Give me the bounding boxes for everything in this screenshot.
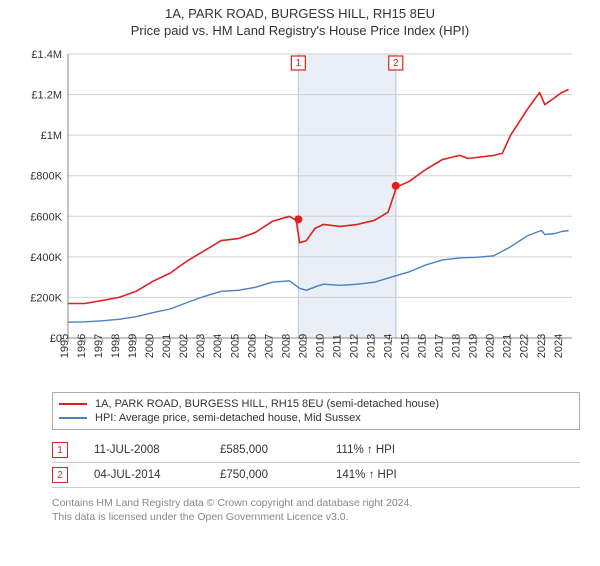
svg-text:1997: 1997 <box>93 334 105 358</box>
svg-text:2007: 2007 <box>263 334 275 358</box>
svg-text:2002: 2002 <box>178 334 190 358</box>
legend-swatch <box>59 403 87 405</box>
legend-item: 1A, PARK ROAD, BURGESS HILL, RH15 8EU (s… <box>59 397 573 411</box>
svg-text:2016: 2016 <box>417 334 429 358</box>
svg-text:2023: 2023 <box>536 334 548 358</box>
svg-text:£600K: £600K <box>30 211 62 223</box>
svg-text:2008: 2008 <box>280 334 292 358</box>
svg-text:2004: 2004 <box>212 334 224 358</box>
marker-badge: 2 <box>52 467 68 483</box>
svg-text:1998: 1998 <box>110 334 122 358</box>
svg-text:1999: 1999 <box>127 334 139 358</box>
svg-text:2019: 2019 <box>468 334 480 358</box>
svg-text:2020: 2020 <box>485 334 497 358</box>
svg-text:2018: 2018 <box>451 334 463 358</box>
svg-text:2000: 2000 <box>144 334 156 358</box>
svg-text:2021: 2021 <box>502 334 514 358</box>
legend: 1A, PARK ROAD, BURGESS HILL, RH15 8EU (s… <box>52 392 580 430</box>
svg-text:£1M: £1M <box>41 130 62 142</box>
legend-label: 1A, PARK ROAD, BURGESS HILL, RH15 8EU (s… <box>95 398 439 410</box>
marker-badge: 1 <box>52 442 68 458</box>
chart-svg: £0£200K£400K£600K£800K£1M£1.2M£1.4M19951… <box>20 46 580 386</box>
table-row: 1 11-JUL-2008 £585,000 111% ↑ HPI <box>52 438 580 463</box>
footer-line: This data is licensed under the Open Gov… <box>52 510 580 524</box>
price-chart: £0£200K£400K£600K£800K£1M£1.2M£1.4M19951… <box>20 46 580 386</box>
svg-text:2012: 2012 <box>348 334 360 358</box>
legend-label: HPI: Average price, semi-detached house,… <box>95 412 361 424</box>
sale-date: 11-JUL-2008 <box>94 444 194 456</box>
svg-text:£1.2M: £1.2M <box>31 90 62 102</box>
footer-attribution: Contains HM Land Registry data © Crown c… <box>52 496 580 524</box>
legend-item: HPI: Average price, semi-detached house,… <box>59 411 573 425</box>
sale-hpi: 141% ↑ HPI <box>336 469 456 481</box>
svg-text:2024: 2024 <box>553 334 565 358</box>
svg-text:1995: 1995 <box>59 334 71 358</box>
svg-text:1996: 1996 <box>76 334 88 358</box>
sale-date: 04-JUL-2014 <box>94 469 194 481</box>
svg-text:2015: 2015 <box>400 334 412 358</box>
svg-text:£1.4M: £1.4M <box>31 49 62 61</box>
svg-text:2013: 2013 <box>365 334 377 358</box>
svg-text:2005: 2005 <box>229 334 241 358</box>
svg-text:2001: 2001 <box>161 334 173 358</box>
sale-hpi: 111% ↑ HPI <box>336 444 456 456</box>
svg-text:2003: 2003 <box>195 334 207 358</box>
footer-line: Contains HM Land Registry data © Crown c… <box>52 496 580 510</box>
legend-swatch <box>59 417 87 419</box>
svg-text:1: 1 <box>296 58 302 69</box>
table-row: 2 04-JUL-2014 £750,000 141% ↑ HPI <box>52 463 580 488</box>
svg-text:2017: 2017 <box>434 334 446 358</box>
svg-text:2014: 2014 <box>383 334 395 358</box>
svg-text:2006: 2006 <box>246 334 258 358</box>
sales-table: 1 11-JUL-2008 £585,000 111% ↑ HPI 2 04-JUL-20… <box>52 438 580 488</box>
sale-price: £585,000 <box>220 444 310 456</box>
sale-price: £750,000 <box>220 469 310 481</box>
page-subtitle: Price paid vs. HM Land Registry's House … <box>0 23 600 38</box>
svg-text:2009: 2009 <box>297 334 309 358</box>
svg-text:2010: 2010 <box>314 334 326 358</box>
svg-text:£200K: £200K <box>30 292 62 304</box>
svg-text:2: 2 <box>393 58 399 69</box>
svg-text:£400K: £400K <box>30 252 62 264</box>
svg-text:£800K: £800K <box>30 171 62 183</box>
page-title: 1A, PARK ROAD, BURGESS HILL, RH15 8EU <box>0 6 600 21</box>
svg-text:2022: 2022 <box>519 334 531 358</box>
svg-text:2011: 2011 <box>331 334 343 358</box>
